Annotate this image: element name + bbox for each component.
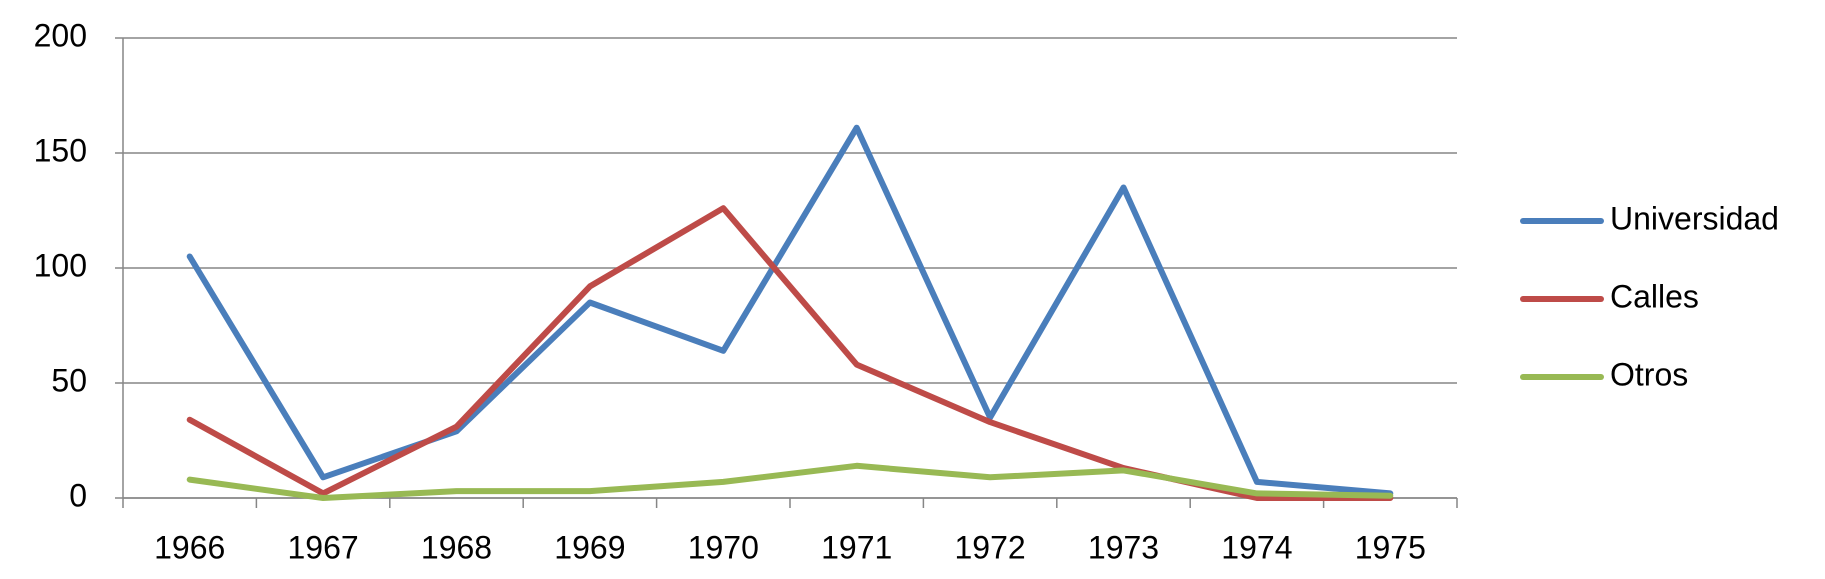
x-tick-label: 1973	[1088, 529, 1159, 565]
x-tick-label: 1975	[1355, 529, 1426, 565]
y-tick-label: 100	[34, 247, 87, 283]
y-tick-label: 0	[69, 477, 87, 513]
x-tick-label: 1967	[288, 529, 359, 565]
x-tick-label: 1971	[821, 529, 892, 565]
y-tick-label: 50	[51, 362, 87, 398]
x-tick-label: 1969	[554, 529, 625, 565]
series-line	[186, 124, 1394, 497]
x-tick-label: 1966	[154, 529, 225, 565]
y-tick-label: 200	[34, 17, 87, 53]
legend-label: Calles	[1610, 278, 1699, 314]
y-tick-label: 150	[34, 132, 87, 168]
x-tick-label: 1974	[1221, 529, 1292, 565]
legend-label: Otros	[1610, 356, 1688, 392]
x-tick-label: 1970	[688, 529, 759, 565]
legend-label: Universidad	[1610, 200, 1779, 236]
x-tick-label: 1968	[421, 529, 492, 565]
x-tick-label: 1972	[955, 529, 1026, 565]
series-line	[186, 205, 1394, 501]
series-line	[186, 462, 1394, 501]
